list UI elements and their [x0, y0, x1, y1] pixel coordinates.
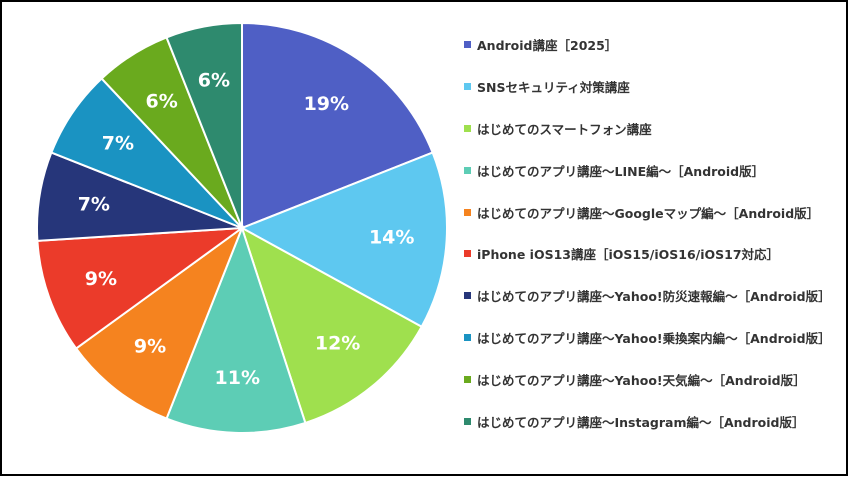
legend-swatch	[464, 250, 471, 258]
legend-item: はじめてのスマートフォン講座	[464, 108, 844, 150]
slice-percent-label: 9%	[134, 336, 166, 358]
pie-slice	[240, 225, 424, 425]
legend-swatch	[464, 417, 471, 425]
legend-item: はじめてのアプリ講座～Yahoo!天気編～［Android版］	[464, 358, 844, 400]
legend-label: iPhone iOS13講座［iOS15/iOS16/iOS17対応］	[477, 247, 780, 263]
slice-percent-label: 7%	[102, 133, 134, 155]
slice-percent-label: 7%	[78, 194, 110, 216]
legend-swatch	[464, 292, 471, 300]
legend-label: SNSセキュリティ対策講座	[477, 80, 630, 96]
legend-item: はじめてのアプリ講座～LINE編～［Android版］	[464, 149, 844, 191]
chart-legend: Android講座［2025］ SNSセキュリティ対策講座はじめてのスマートフォン…	[464, 24, 844, 442]
legend-item: SNSセキュリティ対策講座	[464, 66, 844, 108]
legend-swatch	[464, 124, 471, 132]
legend-swatch	[464, 166, 471, 174]
legend-swatch	[464, 83, 471, 91]
slice-percent-label: 19%	[304, 93, 349, 115]
legend-swatch	[464, 208, 471, 216]
pie-slice	[165, 225, 307, 434]
legend-label: はじめてのアプリ講座～LINE編～［Android版］	[477, 163, 765, 179]
legend-label: はじめてのスマートフォン講座	[477, 121, 652, 137]
pie-slice	[36, 226, 246, 350]
legend-label: はじめてのアプリ講座～Yahoo!乗換案内編～［Android版］	[477, 330, 831, 346]
legend-label: はじめてのアプリ講座～Yahoo!天気編～［Android版］	[477, 372, 806, 388]
legend-label: はじめてのアプリ講座～Googleマップ編～［Android版］	[477, 205, 820, 221]
legend-item: はじめてのアプリ講座～Googleマップ編～［Android版］	[464, 191, 844, 233]
slice-percent-label: 12%	[315, 333, 360, 355]
legend-label: Android講座［2025］	[477, 38, 618, 54]
legend-item: Android講座［2025］	[464, 24, 844, 66]
legend-label: はじめてのアプリ講座～Yahoo!防災速報編～［Android版］	[477, 289, 831, 305]
legend-item: はじめてのアプリ講座～Yahoo!乗換案内編～［Android版］	[464, 317, 844, 359]
pie-slice	[165, 21, 243, 229]
slice-percent-label: 6%	[145, 90, 177, 112]
pie-slice	[74, 225, 245, 420]
legend-label: はじめてのアプリ講座～Instagram編～［Android版］	[477, 414, 805, 430]
legend-item: はじめてのアプリ講座～Instagram編～［Android版］	[464, 400, 844, 442]
legend-swatch	[464, 375, 471, 383]
pie-slice	[239, 151, 448, 329]
slice-percent-label: 11%	[215, 367, 260, 389]
slice-percent-label: 9%	[85, 268, 117, 290]
slice-percent-label: 14%	[369, 226, 414, 248]
pie-slice	[241, 21, 434, 230]
legend-item: はじめてのアプリ講座～Yahoo!防災速報編～［Android版］	[464, 275, 844, 317]
legend-swatch	[464, 41, 471, 49]
legend-swatch	[464, 333, 471, 341]
legend-item: iPhone iOS13講座［iOS15/iOS16/iOS17対応］	[464, 233, 844, 275]
slice-percent-label: 6%	[198, 70, 230, 92]
